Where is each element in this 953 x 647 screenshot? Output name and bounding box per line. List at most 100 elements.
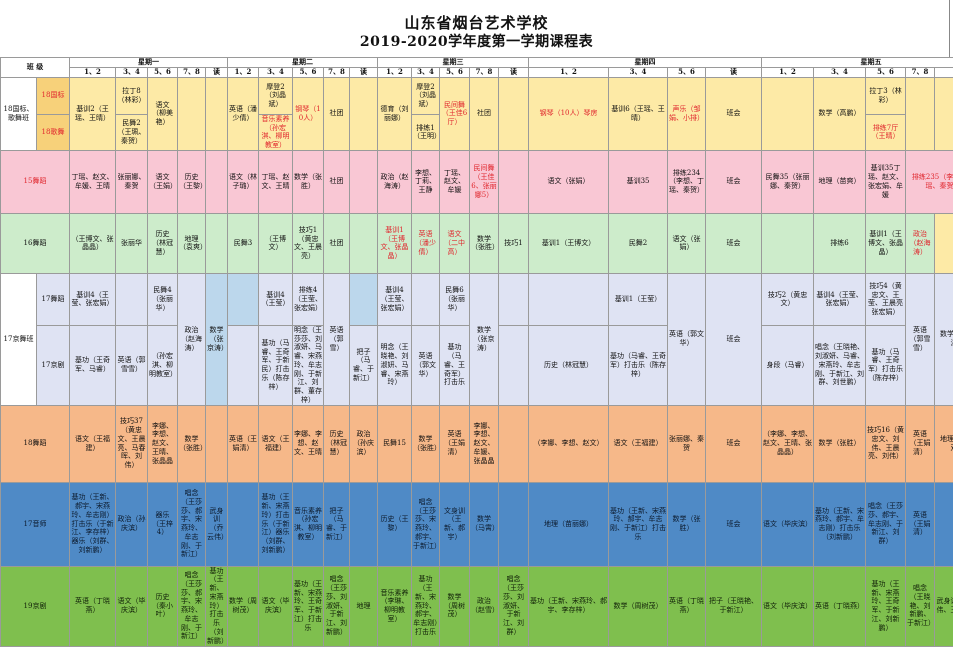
lesson-cell: 地理（薛丽双） xyxy=(935,405,953,482)
lesson-cell: 技巧1（黄忠文、王晨亮） xyxy=(293,213,324,273)
lesson-cell: 语文（王福建） xyxy=(609,405,668,482)
lesson-cell: 政治（赵海涛） xyxy=(906,213,935,273)
lesson-cell: 英语（郭雪雪） xyxy=(116,325,148,405)
lesson-cell: 基训2（王瑶、王晴） xyxy=(70,77,116,150)
day-header-tue: 星期二 xyxy=(228,58,378,68)
period-header: 1、2 xyxy=(228,68,259,78)
lesson-cell: 历史（秦小叶） xyxy=(148,566,178,646)
lesson-cell: 唱念（王莎莎、刘淑妍、于新江、刘新鹏） xyxy=(324,566,350,646)
lesson-cell: 身段（马睿） xyxy=(762,325,814,405)
lesson-cell xyxy=(228,273,259,325)
lesson-cell: 语文（王娟） xyxy=(148,150,178,213)
lesson-cell: 语文（二中高） xyxy=(440,213,470,273)
lesson-cell: 基训35丁瑶、赵文、张宏娟、牟媛 xyxy=(866,150,906,213)
lesson-cell: 英语（丁晓燕） xyxy=(668,566,706,646)
lesson-cell: 数学（张胜） xyxy=(293,150,324,213)
lesson-cell: 武身训（乔云伟、王晓艳） xyxy=(935,566,953,646)
period-header: 读 xyxy=(206,68,228,78)
lesson-cell: 唱念（王晓艳、刘淑妍、马睿、宋燕玲、牟志刚、于新江、刘群、刘世鹏） xyxy=(814,325,866,405)
class-name: 18国标、歌舞班 xyxy=(1,77,37,150)
lesson-cell: 英语（丁晓燕） xyxy=(70,566,116,646)
lesson-cell: 唱念（王莎莎、刘淑妍、于新江、刘群） xyxy=(499,566,529,646)
lesson-cell: 英语（潘少倩） xyxy=(228,77,259,150)
lesson-cell: 基功（王新、郝宇、宋燕玲、牟志刚）打击乐（于新江、李存梓）器乐（刘群、刘新鹏） xyxy=(70,482,116,566)
period-header: 1、2 xyxy=(70,68,116,78)
lesson-cell: 语文（张娟） xyxy=(668,213,706,273)
lesson-cell xyxy=(206,77,228,150)
lesson-cell: 英语（王娟清） xyxy=(228,405,259,482)
lesson-cell: 技巧2（黄忠文） xyxy=(762,273,814,325)
lesson-cell: 社团 xyxy=(470,77,499,150)
lesson-cell: 政治（赵海涛） xyxy=(378,150,412,213)
period-header: 3、4 xyxy=(259,68,293,78)
period-header: 3、4 xyxy=(609,68,668,78)
lesson-cell: 音乐素养（孙宏淇、柳明教室） xyxy=(259,114,293,150)
lesson-cell: 基训1（王博文） xyxy=(529,213,609,273)
lesson-cell: 唱念（王莎莎、宋燕玲、郝宇、于新江） xyxy=(412,482,440,566)
lesson-cell xyxy=(350,482,378,566)
lesson-cell: 基功（马睿、王奇军）打击乐 xyxy=(440,325,470,405)
lesson-cell: 数学（张胜） xyxy=(470,213,499,273)
lesson-cell: 基功（马睿、王奇军、于新民）打击乐（陈存梓） xyxy=(259,325,293,405)
lesson-cell: 基功（王新、宋燕玲）打击乐（刘新鹏） xyxy=(206,566,228,646)
lesson-cell: 历史（林冠慧） xyxy=(529,325,609,405)
lesson-cell: 民舞3 xyxy=(228,213,259,273)
lesson-cell: 英语（王娟清） xyxy=(906,405,935,482)
period-header: 1、2 xyxy=(762,68,814,78)
lesson-cell: 李娜、李想、赵文、王晴 xyxy=(293,405,324,482)
lesson-cell: 武身训（乔云伟） xyxy=(206,482,228,566)
lesson-cell: 拉丁8（林彩） xyxy=(116,77,148,114)
lesson-cell: 历史（王黎） xyxy=(378,482,412,566)
sub-class-name: 17舞蹈 xyxy=(37,273,70,325)
lesson-cell xyxy=(412,273,440,325)
lesson-cell: 唱念（王莎莎、郝宇、牟志刚、于新江、刘群） xyxy=(866,482,906,566)
lesson-cell: 技巧37（黄忠文、王晨亮、马春晖、刘伟） xyxy=(116,405,148,482)
period-header: 1、2 xyxy=(529,68,609,78)
lesson-cell: 基功（王新、宋燕玲）打击乐（于新江）器乐（刘群、刘新鹏） xyxy=(259,482,293,566)
lesson-cell: （孙宏淇、柳明教室） xyxy=(148,325,178,405)
day-header-wed: 星期三 xyxy=(378,58,529,68)
lesson-cell: 基训1（王博文、张晶晶） xyxy=(378,213,412,273)
period-header: 3、4 xyxy=(814,68,866,78)
lesson-cell: 数学（高鹏） xyxy=(814,77,866,150)
lesson-cell: 班会 xyxy=(706,213,762,273)
period-header: 5、6 xyxy=(148,68,178,78)
lesson-cell: 英语（潘少倩） xyxy=(412,213,440,273)
lesson-cell: 英语（王娟清） xyxy=(440,405,470,482)
lesson-cell: 张丽娜、秦贺 xyxy=(116,150,148,213)
lesson-cell: 数学（张胜） xyxy=(178,405,206,482)
lesson-cell: 数学（张京涛） xyxy=(470,273,499,405)
lesson-cell xyxy=(935,482,953,566)
period-header: 7、8 xyxy=(906,68,935,78)
sub-class-name: 18国标 xyxy=(37,77,70,114)
lesson-cell xyxy=(116,273,148,325)
lesson-cell: （王博文、张晶晶） xyxy=(70,213,116,273)
class-name: 19京剧 xyxy=(1,566,70,646)
schedule-title: 2019-2020学年度第一学期课程表 xyxy=(0,31,953,51)
lesson-cell: 排练235（李想、丁瑶、秦贺） xyxy=(906,150,953,213)
class-name: 17音师 xyxy=(1,482,70,566)
lesson-cell: 丁瑶、赵文、王晴 xyxy=(259,150,293,213)
lesson-cell: 语文（毕庆滨） xyxy=(116,566,148,646)
lesson-cell: 历史（林冠慧） xyxy=(148,213,178,273)
lesson-cell: 明念（王莎莎、刘淑妍、马睿、宋燕玲、牟志刚、于新江、刘群、董存梓） xyxy=(293,325,324,405)
lesson-cell xyxy=(762,77,814,150)
lesson-cell: 李娜、李想、赵文、王晴、张晶晶 xyxy=(148,405,178,482)
class-header: 班 级 xyxy=(1,58,70,78)
lesson-cell: 技巧16（黄忠文、刘伟、王晨亮、刘伟） xyxy=(866,405,906,482)
lesson-cell: 政治（孙庆滨） xyxy=(350,405,378,482)
lesson-cell xyxy=(206,405,228,482)
lesson-cell: 数学（张京涛） xyxy=(206,273,228,405)
lesson-cell: 基训1（王莹） xyxy=(609,273,668,325)
lesson-cell: （李娜、李想、赵文、王晴、张晶晶） xyxy=(762,405,814,482)
lesson-cell xyxy=(906,77,935,150)
lesson-cell: 地理（苗丽娜） xyxy=(529,482,609,566)
lesson-cell: 语文（毕庆滨） xyxy=(259,566,293,646)
lesson-cell: 班会 xyxy=(706,405,762,482)
day-header-fri: 星期五 xyxy=(762,58,953,68)
sub-class-name: 17京剧 xyxy=(37,325,70,405)
table-row: 17音师 基功（王新、郝宇、宋燕玲、牟志刚）打击乐（于新江、李存梓）器乐（刘群、… xyxy=(1,482,953,566)
lesson-cell xyxy=(529,273,609,325)
period-header: 读 xyxy=(499,68,529,78)
sub-class-name: 18歌舞 xyxy=(37,114,70,150)
